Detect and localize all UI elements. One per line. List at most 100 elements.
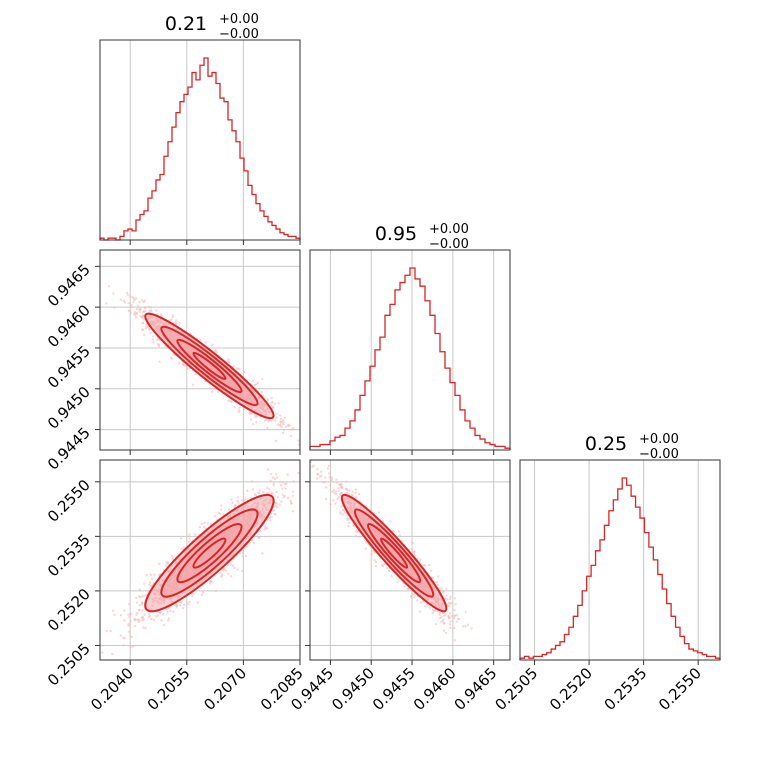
sample-point [266, 486, 269, 490]
x-tick-label: 0.2040 [87, 664, 137, 714]
sample-point [346, 519, 349, 522]
sample-point [235, 367, 238, 370]
sample-point [202, 525, 206, 529]
sample-point [127, 309, 131, 312]
sample-point [230, 498, 233, 501]
sample-point [348, 521, 351, 525]
x-tick-label: 0.2520 [546, 664, 596, 714]
sample-point [152, 618, 156, 622]
sample-point [137, 618, 140, 621]
sample-point [305, 470, 307, 472]
sample-point [292, 480, 295, 483]
sample-point [134, 315, 138, 319]
sample-point [111, 652, 114, 656]
sample-point [134, 297, 138, 300]
sample-point [274, 439, 278, 443]
sample-point [335, 481, 338, 484]
sample-point [127, 624, 130, 627]
sample-point [158, 360, 161, 363]
sample-point [187, 540, 191, 544]
panel-frame [309, 249, 511, 451]
sample-point [280, 500, 283, 503]
sample-point [270, 401, 273, 405]
sample-point [129, 620, 132, 623]
y-tick-label: 0.9450 [44, 383, 94, 433]
sample-point [123, 636, 126, 640]
sample-point [206, 522, 210, 525]
sample-point [263, 525, 266, 528]
sample-point [272, 482, 275, 485]
sample-point [445, 587, 448, 590]
sample-point [278, 424, 282, 427]
sample-point [269, 479, 272, 482]
sample-point [289, 499, 292, 503]
sample-point [306, 468, 308, 470]
sample-point [142, 318, 146, 321]
sample-point [123, 301, 127, 304]
sample-point [333, 491, 336, 495]
sample-point [119, 298, 122, 301]
sample-point [354, 491, 357, 494]
sample-point [178, 362, 181, 365]
param-title-3: 0.25 [585, 433, 627, 455]
sample-point [232, 365, 235, 368]
sample-point [130, 635, 133, 639]
sample-point [185, 365, 188, 368]
sample-point [211, 343, 214, 346]
sample-point [198, 525, 202, 529]
sample-point [132, 300, 135, 304]
sample-point [141, 609, 144, 612]
sample-point [201, 590, 205, 594]
sample-point [142, 309, 146, 313]
sample-point [182, 363, 185, 367]
sample-point [273, 512, 276, 516]
sample-point [156, 614, 160, 617]
sample-point [135, 601, 139, 604]
sample-point [413, 595, 416, 598]
x-tick-label: 0.2535 [601, 664, 651, 714]
sample-point [291, 510, 295, 513]
sample-point [136, 611, 139, 615]
sample-point [243, 370, 246, 374]
sample-point [141, 595, 144, 598]
sample-point [269, 419, 272, 422]
sample-point [144, 327, 148, 330]
sample-point [251, 488, 255, 491]
sample-point [438, 611, 442, 615]
sample-point [238, 552, 242, 555]
sample-point [203, 521, 206, 525]
sample-point [113, 613, 116, 617]
sample-point [251, 423, 255, 426]
sample-point [274, 419, 277, 423]
sample-point [92, 665, 94, 667]
panel-frame [99, 459, 301, 661]
sample-point [267, 420, 270, 423]
sample-point [226, 564, 230, 567]
sample-point [188, 537, 191, 540]
sample-point [289, 434, 293, 438]
sample-point [236, 568, 239, 571]
sample-point [305, 428, 307, 430]
sample-point [300, 437, 302, 439]
panel-frame [99, 249, 301, 451]
sample-point [278, 480, 282, 484]
sample-point [269, 473, 273, 476]
sample-point [119, 614, 123, 617]
sample-point [199, 339, 202, 342]
sample-point [279, 414, 282, 417]
x-tick-label: 0.2550 [655, 664, 705, 714]
sample-point [271, 476, 275, 479]
sample-point [127, 613, 130, 616]
sample-point [276, 506, 279, 509]
sample-point [334, 502, 337, 505]
sample-point [283, 416, 287, 419]
sample-point [139, 315, 142, 318]
sample-point [252, 379, 255, 383]
sample-point [277, 402, 280, 405]
sample-point [276, 423, 280, 426]
sample-point [455, 614, 459, 617]
sample-point [327, 464, 331, 468]
sample-point [453, 639, 457, 642]
sample-point [138, 604, 142, 607]
